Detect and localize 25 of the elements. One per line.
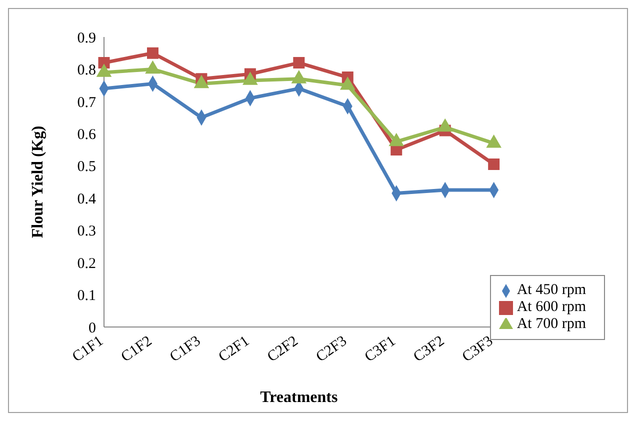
y-tick-label: 0.3 bbox=[77, 224, 96, 240]
x-axis-title: Treatments bbox=[260, 389, 338, 406]
legend-label: At 600 rpm bbox=[516, 299, 586, 315]
legend-label: At 450 rpm bbox=[516, 282, 586, 298]
x-tick-label: C2F1 bbox=[216, 333, 252, 366]
y-axis-title: Flour Yield (Kg) bbox=[30, 126, 47, 238]
point bbox=[293, 57, 305, 69]
x-tick-label: C2F3 bbox=[313, 333, 350, 366]
x-tick-label: C3F3 bbox=[460, 333, 496, 366]
y-tick-label: 0.2 bbox=[77, 256, 96, 272]
y-tick-label: 0.8 bbox=[77, 62, 96, 79]
y-tick-label: 0.7 bbox=[77, 94, 96, 111]
y-tick-label: 0.9 bbox=[77, 30, 96, 46]
y-tick-label: 0.5 bbox=[77, 159, 96, 176]
x-tick-label: C1F2 bbox=[118, 333, 156, 366]
x-tick-label: C2F2 bbox=[264, 333, 302, 366]
x-tick-label: C1F3 bbox=[167, 333, 204, 366]
x-tick-label: C3F1 bbox=[362, 333, 399, 366]
point bbox=[146, 47, 158, 59]
y-tick-label: 0.1 bbox=[77, 288, 96, 304]
x-tick-label: C3F2 bbox=[410, 333, 448, 366]
y-tick-label: 0.6 bbox=[77, 126, 96, 143]
legend-label: At 700 rpm bbox=[516, 316, 586, 332]
point bbox=[488, 158, 500, 170]
y-tick-label: 0.4 bbox=[77, 191, 96, 208]
